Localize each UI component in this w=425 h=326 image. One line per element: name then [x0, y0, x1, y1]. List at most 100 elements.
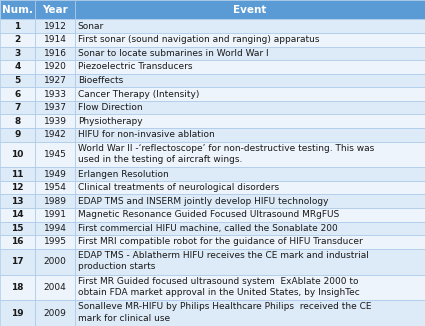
Text: EDAP TMS - Ablatherm HIFU receives the CE mark and industrial: EDAP TMS - Ablatherm HIFU receives the C…: [78, 251, 368, 260]
Bar: [75, 101, 425, 114]
Text: 1945: 1945: [44, 150, 66, 159]
Bar: [75, 300, 425, 326]
Bar: [35, 300, 75, 326]
Bar: [75, 208, 425, 222]
Bar: [35, 0, 75, 19]
Bar: [75, 222, 425, 235]
Bar: [35, 87, 75, 101]
Bar: [35, 167, 75, 181]
Text: 6: 6: [14, 90, 20, 98]
Bar: [35, 222, 75, 235]
Bar: [35, 128, 75, 141]
Text: Bioeffects: Bioeffects: [78, 76, 123, 85]
Text: Year: Year: [42, 5, 68, 15]
Bar: [75, 60, 425, 74]
Bar: [0, 274, 35, 300]
Bar: [35, 47, 75, 60]
Bar: [35, 249, 75, 274]
Text: 18: 18: [11, 283, 24, 292]
Text: 17: 17: [11, 257, 24, 266]
Text: production starts: production starts: [78, 262, 155, 271]
Bar: [35, 141, 75, 167]
Text: 1: 1: [14, 22, 20, 31]
Bar: [0, 195, 35, 208]
Bar: [75, 74, 425, 87]
Bar: [35, 60, 75, 74]
Text: Sonar: Sonar: [78, 22, 104, 31]
Text: 1937: 1937: [43, 103, 67, 112]
Text: 2004: 2004: [44, 283, 66, 292]
Bar: [35, 274, 75, 300]
Text: First MRI compatible robot for the guidance of HIFU Transducer: First MRI compatible robot for the guida…: [78, 237, 363, 246]
Text: Event: Event: [233, 5, 267, 15]
Text: 2: 2: [14, 35, 20, 44]
Bar: [0, 222, 35, 235]
Text: Clinical treatments of neurological disorders: Clinical treatments of neurological diso…: [78, 183, 279, 192]
Text: Erlangen Resolution: Erlangen Resolution: [78, 170, 169, 179]
Bar: [0, 101, 35, 114]
Bar: [75, 47, 425, 60]
Bar: [75, 128, 425, 141]
Bar: [0, 114, 35, 128]
Text: 19: 19: [11, 309, 24, 318]
Text: 1939: 1939: [43, 117, 67, 126]
Text: Magnetic Resonance Guided Focused Ultrasound MRgFUS: Magnetic Resonance Guided Focused Ultras…: [78, 210, 339, 219]
Text: 1920: 1920: [44, 62, 66, 71]
Text: 13: 13: [11, 197, 24, 206]
Text: 1914: 1914: [44, 35, 66, 44]
Text: 11: 11: [11, 170, 24, 179]
Text: 1994: 1994: [44, 224, 66, 233]
Bar: [0, 235, 35, 249]
Bar: [35, 33, 75, 47]
Bar: [35, 74, 75, 87]
Bar: [0, 128, 35, 141]
Text: 4: 4: [14, 62, 20, 71]
Bar: [0, 74, 35, 87]
Text: First commercial HIFU machine, called the Sonablate 200: First commercial HIFU machine, called th…: [78, 224, 337, 233]
Text: 2000: 2000: [44, 257, 66, 266]
Bar: [0, 33, 35, 47]
Text: 1912: 1912: [44, 22, 66, 31]
Bar: [35, 114, 75, 128]
Bar: [75, 114, 425, 128]
Text: 1995: 1995: [43, 237, 67, 246]
Bar: [0, 208, 35, 222]
Bar: [0, 300, 35, 326]
Text: 1954: 1954: [44, 183, 66, 192]
Bar: [35, 101, 75, 114]
Text: Physiotherapy: Physiotherapy: [78, 117, 142, 126]
Text: World War II -‘reflectoscope’ for non-destructive testing. This was: World War II -‘reflectoscope’ for non-de…: [78, 144, 374, 153]
Text: 1949: 1949: [44, 170, 66, 179]
Text: 7: 7: [14, 103, 20, 112]
Bar: [35, 208, 75, 222]
Bar: [75, 141, 425, 167]
Bar: [0, 141, 35, 167]
Text: 16: 16: [11, 237, 24, 246]
Bar: [0, 0, 35, 19]
Text: 5: 5: [14, 76, 20, 85]
Bar: [0, 47, 35, 60]
Bar: [35, 181, 75, 195]
Text: 2009: 2009: [44, 309, 66, 318]
Bar: [75, 167, 425, 181]
Text: Sonalleve MR-HIFU by Philips Healthcare Philips  received the CE: Sonalleve MR-HIFU by Philips Healthcare …: [78, 303, 371, 311]
Text: 1991: 1991: [43, 210, 67, 219]
Text: 3: 3: [14, 49, 20, 58]
Bar: [75, 249, 425, 274]
Bar: [75, 0, 425, 19]
Text: 1989: 1989: [43, 197, 67, 206]
Text: 1942: 1942: [44, 130, 66, 139]
Text: HIFU for non-invasive ablation: HIFU for non-invasive ablation: [78, 130, 215, 139]
Bar: [35, 235, 75, 249]
Bar: [75, 87, 425, 101]
Text: obtain FDA market approval in the United States, by InsighTec: obtain FDA market approval in the United…: [78, 288, 360, 297]
Text: 10: 10: [11, 150, 24, 159]
Text: 1916: 1916: [43, 49, 67, 58]
Bar: [75, 181, 425, 195]
Bar: [75, 19, 425, 33]
Bar: [0, 167, 35, 181]
Bar: [75, 274, 425, 300]
Bar: [75, 33, 425, 47]
Text: 1927: 1927: [44, 76, 66, 85]
Text: Sonar to locate submarines in World War I: Sonar to locate submarines in World War …: [78, 49, 269, 58]
